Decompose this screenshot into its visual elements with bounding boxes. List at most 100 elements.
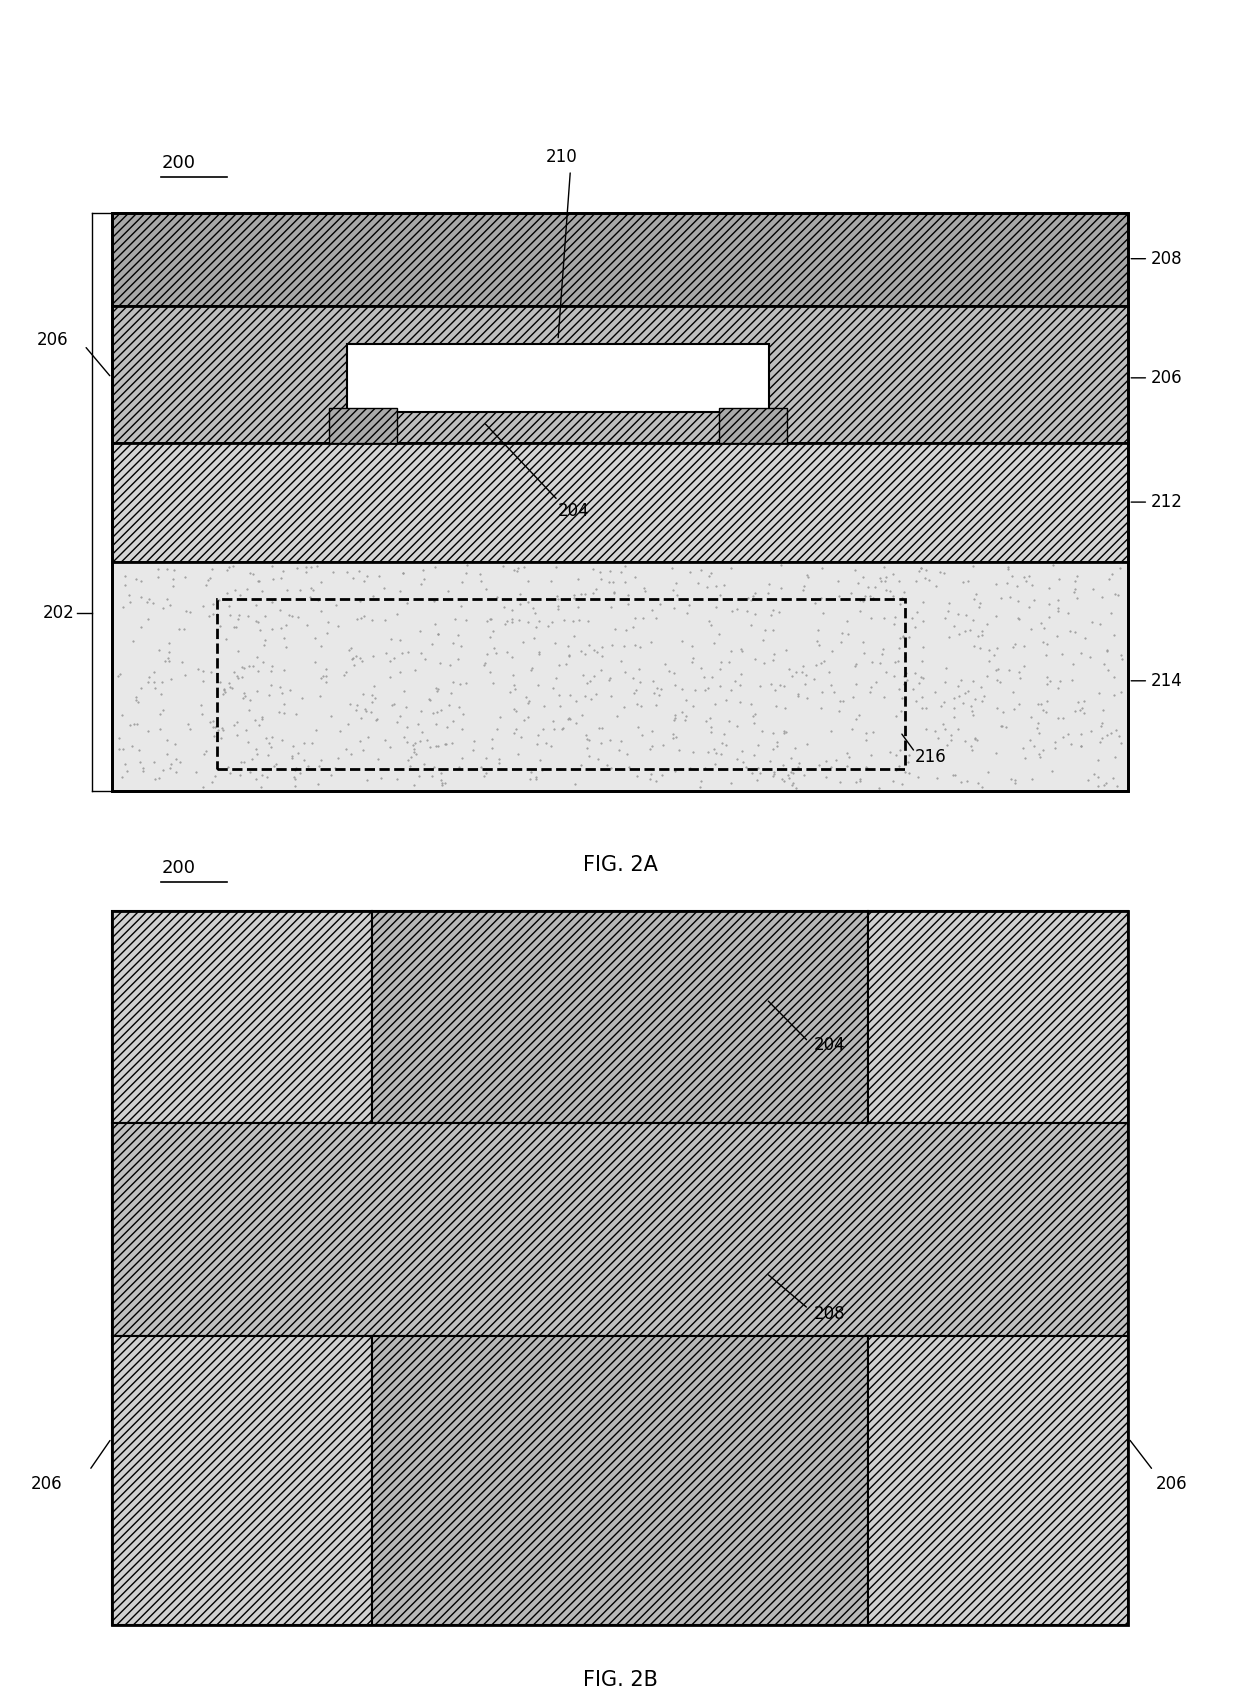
Point [914,664,934,691]
Point [614,693,634,720]
Point [910,555,930,582]
Point [1106,717,1126,744]
Point [246,706,265,734]
Point [885,648,905,676]
Point [175,563,195,591]
Point [683,645,703,672]
Point [435,769,455,797]
Point [505,671,525,698]
Point [227,722,247,749]
Point [130,568,150,596]
Point [846,671,866,698]
Point [398,747,418,774]
Point [1021,727,1040,754]
Point [428,620,448,647]
Point [875,659,895,686]
Point [1004,694,1024,722]
Point [191,691,211,718]
Point [975,683,994,710]
Point [219,553,239,580]
Point [846,706,866,734]
Point [585,681,605,708]
Point [615,568,635,596]
Point [1050,667,1070,694]
Point [149,555,169,582]
Point [885,701,905,728]
Point [374,606,394,633]
Point [438,577,458,604]
Point [1013,735,1033,762]
Point [392,640,412,667]
Point [825,677,844,705]
Point [962,606,982,633]
Point [260,734,280,761]
Point [919,567,939,594]
Point [329,744,348,771]
Point [398,728,418,756]
Bar [868,911,1128,1123]
Point [422,762,441,790]
Point [238,728,258,756]
Point [911,555,931,582]
Point [227,662,247,689]
Point [367,706,387,734]
Point [799,563,818,591]
Point [275,633,295,660]
Point [1004,769,1024,797]
Bar [112,911,1128,1625]
Point [113,594,133,621]
Point [663,722,683,749]
Point [475,650,495,677]
Point [629,655,649,683]
Point [263,565,283,592]
Point [849,701,869,728]
Point [599,568,619,596]
Point [1039,591,1059,618]
Point [892,684,911,711]
Point [712,648,732,676]
Point [221,672,241,700]
Point [239,696,259,723]
Point [901,604,921,631]
Point [274,625,294,652]
Point [1034,614,1054,642]
Text: 206: 206 [1156,1476,1188,1493]
Point [622,664,642,691]
Point [559,642,579,669]
Point [740,611,760,638]
Point [730,689,750,717]
Point [296,553,316,580]
Point [898,665,918,693]
Point [492,553,512,580]
Point [480,623,500,650]
Point [615,553,635,580]
Point [1071,640,1091,667]
Point [1016,567,1035,594]
Point [208,717,228,744]
Point [1023,766,1043,793]
Point [432,769,451,797]
Point [157,555,177,582]
Point [794,577,813,604]
Point [224,613,244,640]
Point [1094,650,1114,677]
Point [1043,551,1063,579]
Point [630,633,650,660]
Point [159,630,179,657]
Point [449,694,469,722]
Point [885,603,905,630]
Point [644,667,663,694]
Point [977,611,997,638]
Point [698,674,718,701]
Point [913,694,932,722]
Point [294,728,314,756]
Point [113,735,133,762]
Point [812,679,832,706]
Point [764,647,784,674]
Point [298,752,317,780]
Point [650,591,670,618]
Point [1089,679,1109,706]
Point [351,604,371,631]
Point [665,705,684,732]
Point [568,565,588,592]
